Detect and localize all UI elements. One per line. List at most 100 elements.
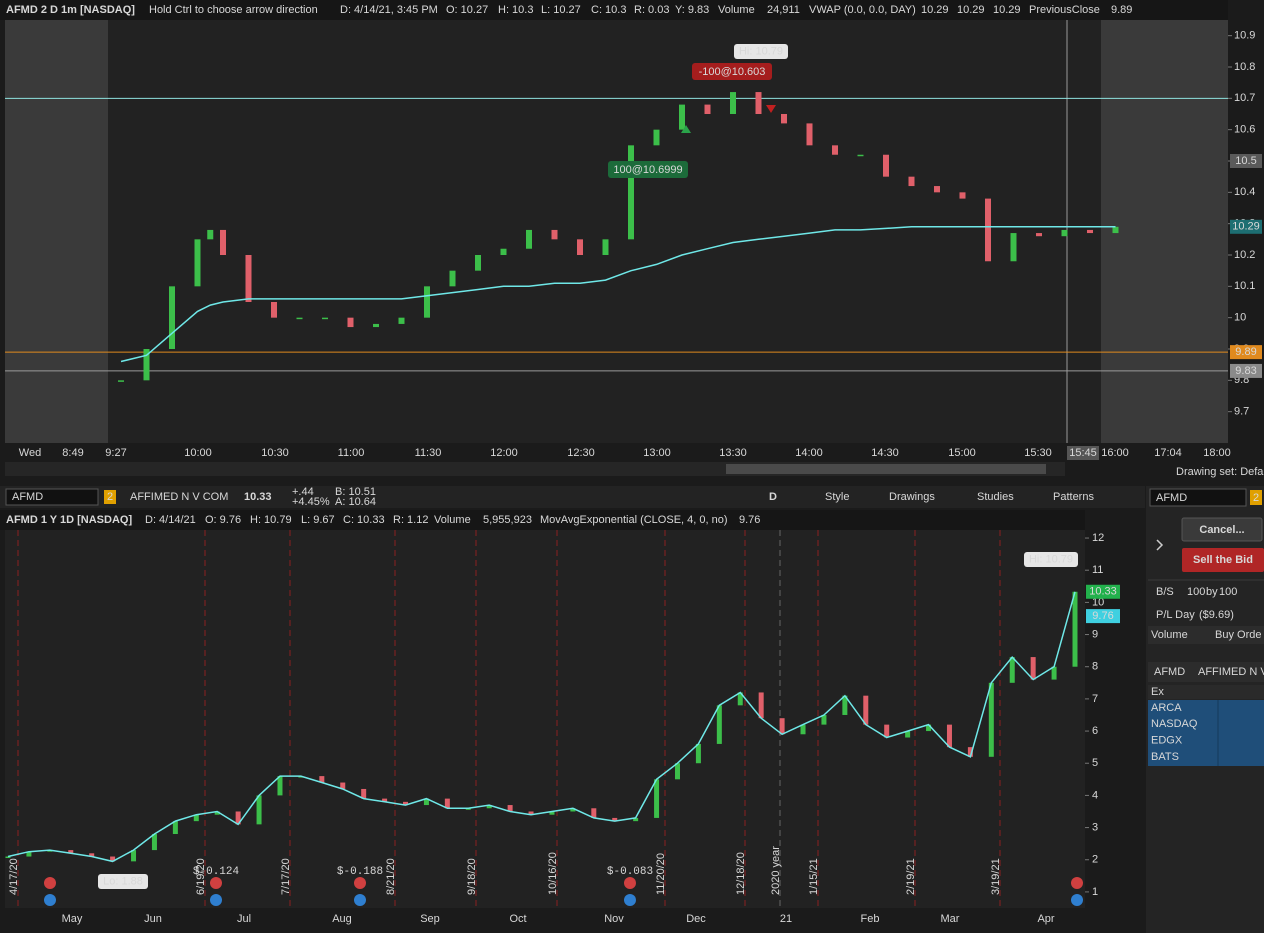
vwap-value: 10.29 — [993, 4, 1021, 16]
dividend-icon[interactable] — [354, 894, 366, 906]
time-label: 11:30 — [415, 447, 442, 459]
sell-badge — [692, 63, 772, 80]
y-tick-label: 7 — [1092, 693, 1098, 705]
axis-tag — [1230, 363, 1262, 378]
candle — [373, 323, 379, 328]
dividend-icon[interactable] — [44, 894, 56, 906]
header-item: O: 10.27 — [446, 4, 488, 16]
exchange: BATS — [1151, 751, 1179, 763]
event-date: 3/19/21 — [990, 858, 1002, 895]
toolbar-button[interactable]: Studies — [977, 491, 1014, 503]
y-tick-label: 10 — [1234, 312, 1246, 324]
dividend-icon[interactable] — [210, 894, 222, 906]
candle — [863, 695, 869, 725]
candle — [403, 801, 409, 806]
axis-tag — [1230, 154, 1262, 168]
y-tick-label: 4 — [1092, 789, 1098, 801]
ex-header: Ex — [1151, 686, 1164, 698]
bottom-header-bar — [0, 510, 1145, 530]
month-label: Nov — [604, 913, 624, 925]
high-badge — [734, 44, 788, 59]
axis-tag-label: 10.29 — [1232, 221, 1260, 233]
month-label: Sep — [420, 913, 440, 925]
candle — [423, 798, 429, 806]
month-label: Oct — [509, 913, 526, 925]
header-item: Hold Ctrl to choose arrow direction — [149, 4, 318, 16]
header-item: H: 10.3 — [498, 4, 533, 16]
month-label: May — [62, 913, 83, 925]
premarket-shade — [5, 20, 108, 443]
y-tick-label: 2 — [1092, 854, 1098, 866]
axis-tag — [1230, 345, 1262, 360]
panel-symbol-box[interactable] — [1149, 488, 1247, 507]
month-label: Jul — [237, 913, 251, 925]
candle — [905, 731, 911, 738]
candle — [169, 286, 175, 349]
time-label: 15:00 — [948, 447, 976, 459]
dividend-icon[interactable] — [624, 894, 636, 906]
cancel-label[interactable]: Cancel... — [1199, 524, 1244, 536]
toolbar-button[interactable]: Style — [825, 491, 849, 503]
event-icon[interactable] — [1071, 877, 1083, 889]
columns-row — [1148, 626, 1264, 644]
event-icon[interactable] — [624, 877, 636, 889]
candle — [131, 850, 137, 862]
last-price: 10.33 — [244, 491, 272, 503]
candle — [207, 229, 214, 240]
period[interactable]: D — [769, 491, 777, 503]
vwap-line — [120, 226, 1116, 363]
cancel-button[interactable] — [1181, 517, 1263, 542]
time-label: 14:00 — [795, 447, 823, 459]
header-item: Volume — [434, 514, 471, 526]
candle — [500, 248, 507, 255]
candle — [988, 682, 994, 757]
y-tick-label: 10.4 — [1234, 186, 1255, 198]
candle — [674, 763, 680, 780]
y-tick-label: 9.7 — [1234, 406, 1249, 418]
time-label: 12:00 — [490, 447, 518, 459]
panel-link-badge[interactable] — [1250, 490, 1262, 505]
y-tick-label: 10.1 — [1234, 280, 1255, 292]
quote-symbol: AFMD — [1154, 666, 1185, 678]
drawing-set: Drawing set: Defa — [1176, 466, 1264, 478]
high-badge — [1024, 552, 1078, 567]
candle — [959, 192, 966, 199]
link-badge[interactable] — [104, 490, 116, 504]
event-date: 11/20/20 — [655, 853, 667, 895]
top-plot — [5, 20, 1228, 443]
sell-button[interactable] — [1182, 548, 1264, 572]
event-icon[interactable] — [210, 877, 222, 889]
header-item: 9.89 — [1111, 4, 1132, 16]
pl-value: ($9.69) — [1199, 609, 1234, 621]
draw-tool-icon[interactable] — [1236, 2, 1262, 18]
y-tick-label: 3 — [1092, 821, 1098, 833]
panel-link: 2 — [1253, 492, 1259, 504]
candle — [704, 104, 711, 114]
toolbar-button[interactable]: Drawings — [889, 491, 935, 503]
earnings-label: $-0.083 — [607, 866, 653, 878]
time-label: 11:00 — [338, 447, 365, 459]
candle — [151, 834, 157, 851]
scrollbar-thumb[interactable] — [726, 464, 1046, 474]
candle — [591, 808, 597, 818]
candle — [737, 692, 743, 706]
time-label: 18:00 — [1203, 447, 1231, 459]
dividend-icon[interactable] — [1071, 894, 1083, 906]
event-icon[interactable] — [354, 877, 366, 889]
time-label: 8:49 — [62, 447, 83, 459]
header-item: 24,911 — [767, 4, 800, 16]
candle — [934, 186, 940, 193]
y-tick-label: 6 — [1092, 725, 1098, 737]
sell-label[interactable]: Sell the Bid — [1193, 554, 1253, 566]
panel-symbol: AFMD — [1156, 492, 1187, 504]
y-tick-label: 8 — [1092, 661, 1098, 673]
event-icon[interactable] — [44, 877, 56, 889]
toolbar-button[interactable]: Patterns — [1053, 491, 1094, 503]
symbol-box[interactable] — [5, 488, 99, 506]
axis-tag-label: 9.89 — [1235, 346, 1256, 358]
month-label: Dec — [686, 913, 706, 925]
month-label: Apr — [1037, 913, 1054, 925]
candle — [1072, 591, 1078, 667]
candle — [716, 705, 722, 744]
panel-chevron[interactable] — [1156, 539, 1164, 551]
